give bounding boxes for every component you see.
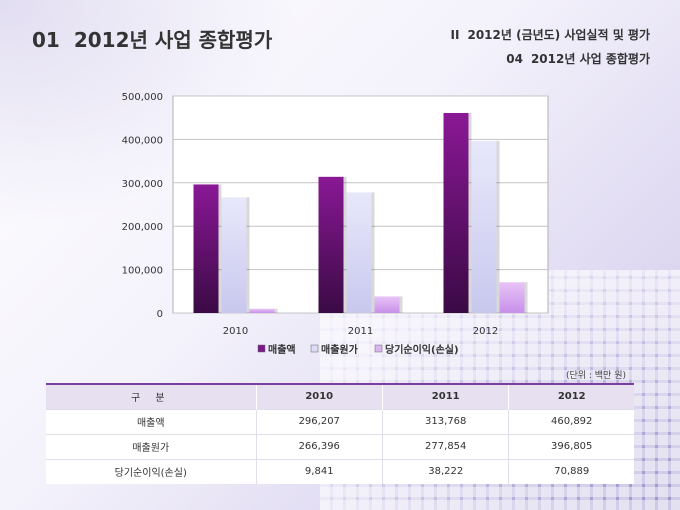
- table-header-2010: 2010: [255, 384, 383, 409]
- unit-note: (단위 : 백만 원): [565, 371, 626, 381]
- table-header-2011: 2011: [381, 384, 509, 409]
- table-cell: 266,396: [255, 433, 383, 459]
- bar-cost-of-sales: [346, 192, 372, 313]
- page-title-number: 01: [32, 28, 60, 52]
- table-cell: 매출원가: [46, 433, 256, 459]
- table-cell: 460,892: [508, 408, 634, 434]
- bar-cost-of-sales-shade: [371, 192, 375, 313]
- page-title-text: 2012년 사업 종합평가: [73, 28, 273, 52]
- page-title: 01 2012년 사업 종합평가: [32, 24, 272, 53]
- bar-net-income: [499, 282, 525, 313]
- table-cell: 313,768: [381, 408, 509, 434]
- y-tick-label: 0: [157, 309, 163, 320]
- bar-chart: 500,000 400,000 300,000 200,000 100,000 0 2010…: [122, 92, 549, 356]
- table-row: 매출액 296,207 313,768 460,892: [46, 408, 634, 434]
- legend-swatch: [374, 344, 383, 353]
- bar-sales: [193, 184, 219, 313]
- y-tick-label: 200,000: [122, 222, 163, 233]
- section-title: 2012년 (금년도) 사업실적 및 평가: [467, 28, 650, 42]
- section-heading: II 2012년 (금년도) 사업실적 및 평가: [451, 26, 650, 43]
- bar-net-income-shade: [399, 296, 403, 313]
- chart-container: 500,000 400,000 300,000 200,000 100,000 0 2010…: [100, 86, 570, 366]
- legend-swatch: [310, 344, 319, 353]
- subsection-heading: 04 2012년 사업 종합평가: [506, 50, 650, 67]
- x-tick-label: 2011: [348, 326, 373, 337]
- bar-cost-of-sales-shade: [496, 140, 500, 313]
- table-cell: 396,805: [508, 433, 634, 459]
- table-cell: 70,889: [508, 458, 634, 484]
- table-cell: 296,207: [255, 408, 383, 434]
- legend-swatch: [257, 344, 266, 353]
- legend-label: 당기순이익(손실): [385, 343, 459, 356]
- bar-net-income-shade: [524, 282, 528, 313]
- table-cell: 38,222: [381, 458, 509, 484]
- table-cell: 매출액: [46, 408, 256, 434]
- bar-net-income-shade: [274, 308, 278, 313]
- table-cell: 당기순이익(손실): [46, 458, 256, 484]
- section-number: II: [450, 28, 460, 42]
- bar-cost-of-sales: [221, 197, 247, 313]
- subsection-number: 04: [506, 52, 523, 66]
- y-tick-label: 300,000: [122, 179, 163, 190]
- summary-table: 구 분 2010 2011 2012 매출액 296,207 313,768 4…: [46, 383, 634, 484]
- table-row: 당기순이익(손실) 9,841 38,222 70,889: [46, 458, 634, 484]
- legend-label: 매출원가: [321, 343, 359, 356]
- bar-net-income: [374, 296, 400, 313]
- bar-sales: [318, 176, 344, 313]
- subsection-title: 2012년 사업 종합평가: [530, 52, 650, 66]
- table-header-2012: 2012: [508, 384, 634, 409]
- y-tick-label: 100,000: [122, 266, 163, 277]
- table-header-category: 구 분: [46, 384, 256, 409]
- bar-sales-shade: [468, 112, 472, 313]
- bar-cost-of-sales-shade: [246, 197, 250, 313]
- table-cell: 9,841: [255, 458, 383, 484]
- bar-sales-shade: [343, 176, 347, 313]
- x-tick-label: 2012: [473, 326, 498, 337]
- legend-label: 매출액: [268, 343, 296, 356]
- bar-sales-shade: [218, 184, 222, 313]
- bar-sales: [443, 112, 469, 313]
- bar-net-income: [249, 308, 275, 313]
- table-header-row: 구 분 2010 2011 2012: [46, 384, 634, 409]
- table-row: 매출원가 266,396 277,854 396,805: [46, 433, 634, 459]
- table-cell: 277,854: [381, 433, 509, 459]
- y-tick-label: 400,000: [122, 135, 163, 146]
- y-tick-label: 500,000: [122, 92, 163, 103]
- x-tick-label: 2010: [223, 326, 248, 337]
- bar-cost-of-sales: [471, 140, 497, 313]
